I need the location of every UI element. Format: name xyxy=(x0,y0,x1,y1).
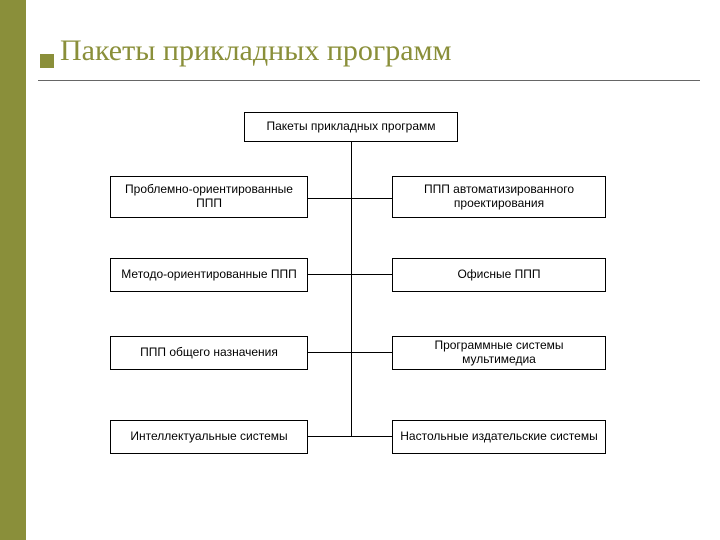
connector xyxy=(308,274,351,275)
root-node: Пакеты прикладных программ xyxy=(244,112,458,142)
right-node: Настольные издательские системы xyxy=(392,420,606,454)
connector xyxy=(308,436,351,437)
page-title: Пакеты прикладных программ xyxy=(60,34,451,68)
accent-bar xyxy=(0,0,26,540)
left-node: ППП общего назначения xyxy=(110,336,308,370)
connector xyxy=(351,352,392,353)
title-underline xyxy=(38,80,700,81)
title-bullet xyxy=(40,54,54,68)
connector xyxy=(351,274,392,275)
connector xyxy=(351,198,392,199)
left-node: Проблемно-ориентированные ППП xyxy=(110,176,308,218)
right-node: Программные системы мультимедиа xyxy=(392,336,606,370)
right-node: ППП автоматизированного проектирования xyxy=(392,176,606,218)
connector xyxy=(351,436,392,437)
right-node: Офисные ППП xyxy=(392,258,606,292)
connector xyxy=(308,198,351,199)
left-node: Методо-ориентированные ППП xyxy=(110,258,308,292)
left-node: Интеллектуальные системы xyxy=(110,420,308,454)
connector xyxy=(351,142,352,437)
connector xyxy=(308,352,351,353)
